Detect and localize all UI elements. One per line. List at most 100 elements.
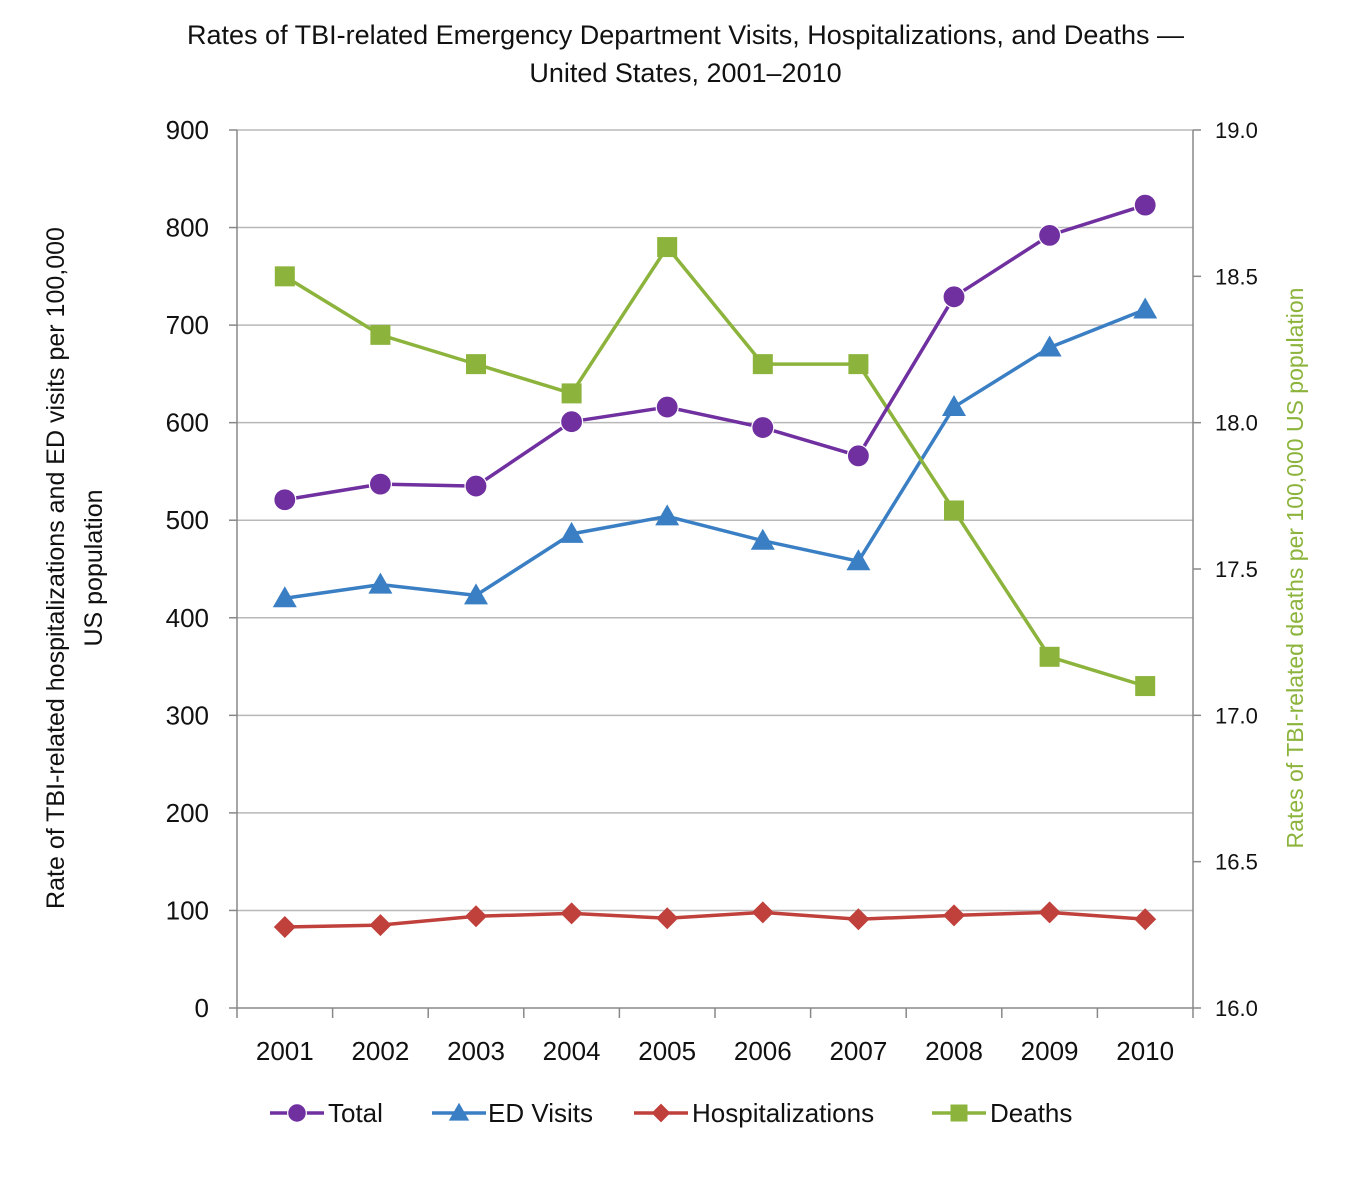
data-point-deaths [370,324,391,345]
left-axis-tick-label: 400 [166,603,209,633]
left-axis-tick-label: 600 [166,408,209,438]
right-axis-tick-label: 17.0 [1215,703,1258,728]
data-point-ed-visits [464,583,488,605]
data-point-hospitalizations [751,901,774,924]
axes [229,129,1201,1018]
left-axis-tick-label: 900 [166,115,209,145]
series-hospitalizations [273,901,1157,939]
data-point-total [1133,193,1157,217]
legend-marker [950,1104,968,1122]
x-axis-tick-label: 2007 [829,1036,887,1066]
legend-marker [287,1103,307,1123]
right-axis-tick-label: 16.5 [1215,850,1258,875]
series-deaths [274,237,1156,697]
data-point-ed-visits [559,521,584,543]
legend-marker [651,1103,671,1123]
x-axis-tick-label: 2010 [1116,1036,1174,1066]
data-point-hospitalizations [273,916,296,939]
data-point-deaths [466,354,486,375]
x-axis-tick-label: 2004 [543,1036,601,1066]
x-axis-tick-labels: 2001 2002 2003 2004 2005 2006 2007 2008 2009 2010 [256,1036,1174,1066]
right-axis-tick-labels: 16.0 16.5 17.0 17.5 18.0 18.5 19.0 [1215,118,1258,1021]
legend-label: Deaths [990,1098,1072,1128]
left-axis-tick-label: 200 [166,798,209,828]
data-point-ed-visits [368,572,393,594]
chart-title-line-1: Rates of TBI-related Emergency Departmen… [187,20,1184,50]
left-axis-tick-label: 500 [166,505,209,535]
right-axis-tick-label: 18.0 [1215,411,1258,436]
data-point-deaths [752,354,773,375]
data-point-deaths [1039,646,1060,667]
data-point-hospitalizations [847,908,870,931]
legend-marker [448,1102,470,1121]
data-point-ed-visits [942,395,966,417]
data-point-ed-visits [1133,297,1158,319]
data-point-deaths [1135,676,1156,697]
data-point-deaths [944,500,964,521]
gridlines [237,129,1193,912]
data-point-ed-visits [655,504,680,526]
legend: Total ED Visits Hospitalizations Deaths [270,1098,1072,1128]
x-axis-tick-label: 2002 [351,1036,409,1066]
series-total [273,193,1157,512]
legend-item-ed-visits: ED Visits [432,1098,593,1128]
legend-label: Hospitalizations [692,1098,874,1128]
data-point-deaths [657,237,678,258]
series-ed-visits [272,297,1158,608]
x-axis-tick-label: 2005 [638,1036,696,1066]
data-point-total [464,474,488,498]
series-line-hospitalizations [284,910,1146,929]
data-point-hospitalizations [943,904,965,927]
data-point-hospitalizations [1134,908,1157,931]
data-point-total [846,444,871,468]
data-point-total [942,285,966,309]
right-axis-tick-label: 16.0 [1215,996,1258,1021]
left-axis-tick-label: 300 [166,700,209,730]
chart-title-line-2: United States, 2001–2010 [529,58,842,88]
data-point-total [273,488,297,512]
left-axis-tick-label: 0 [195,993,209,1023]
data-point-hospitalizations [560,902,583,925]
left-axis-label-line-2: US population [80,489,108,646]
data-point-total [655,395,679,419]
data-point-ed-visits [846,549,871,571]
data-point-ed-visits [1037,335,1062,357]
data-point-deaths [561,383,582,404]
x-axis-tick-label: 2003 [447,1036,505,1066]
data-point-total [751,415,775,440]
series-line-total [284,203,1146,502]
legend-label: ED Visits [488,1098,593,1128]
data-point-deaths [274,266,295,287]
legend-label: Total [328,1098,383,1128]
x-axis-tick-label: 2008 [925,1036,983,1066]
data-point-hospitalizations [465,905,487,928]
data-point-total [559,410,584,434]
series-line-deaths [283,245,1146,688]
data-point-hospitalizations [656,907,679,930]
left-axis-tick-label: 800 [166,213,209,243]
right-axis-label: Rates of TBI-related deaths per 100,000 … [1282,288,1308,849]
data-point-ed-visits [750,528,775,550]
data-point-hospitalizations [1038,901,1061,924]
series-line-ed-visits [284,307,1146,600]
right-axis-tick-label: 19.0 [1215,118,1258,143]
x-axis-tick-label: 2009 [1021,1036,1079,1066]
data-point-hospitalizations [369,914,392,937]
left-axis-tick-labels: 0 100 200 300 400 500 600 700 800 900 [166,115,209,1023]
left-axis-tick-label: 100 [166,895,209,925]
left-axis-tick-label: 700 [166,310,209,340]
x-axis-tick-label: 2006 [734,1036,792,1066]
data-point-total [1037,223,1062,247]
legend-item-hospitalizations: Hospitalizations [634,1098,874,1128]
left-axis-label-line-1: Rate of TBI-related hospitalizations and… [42,227,70,909]
right-axis-tick-label: 18.5 [1215,264,1258,289]
x-axis-tick-label: 2001 [256,1036,314,1066]
right-axis-tick-label: 17.5 [1215,557,1258,582]
legend-item-deaths: Deaths [932,1098,1072,1128]
data-point-ed-visits [272,586,297,608]
data-point-total [368,472,392,496]
data-series [272,193,1158,939]
data-point-deaths [848,354,869,375]
